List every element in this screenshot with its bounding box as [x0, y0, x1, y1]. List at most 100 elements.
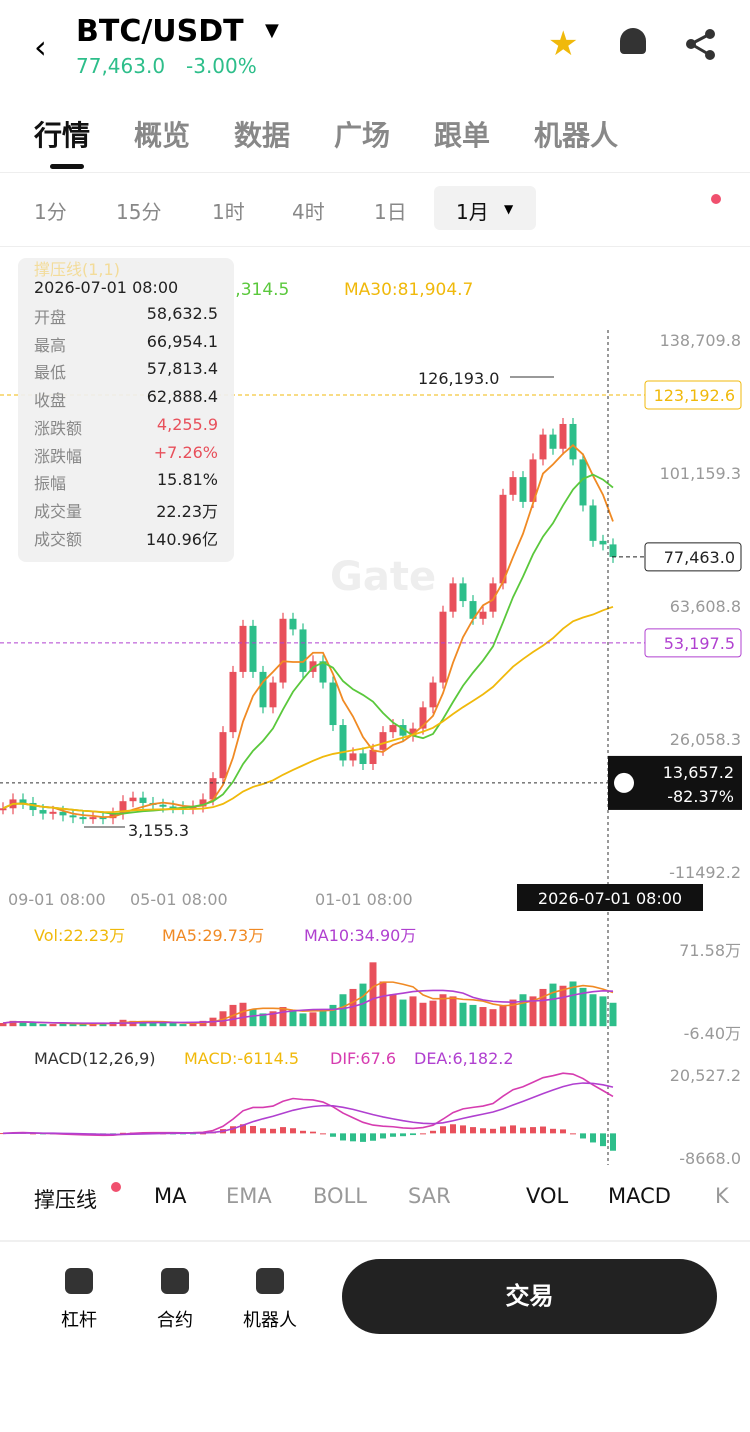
macd-bar: [310, 1131, 316, 1134]
candle: [99, 817, 107, 820]
ma-line: [2, 605, 614, 814]
vol-bar: [419, 1002, 427, 1027]
indicator-tab[interactable]: BOLL: [313, 1184, 367, 1208]
info-value: 66,954.1: [146, 331, 218, 351]
candle: [539, 434, 547, 460]
candle: [129, 797, 137, 802]
vol-bar: [99, 1022, 107, 1027]
vol-bar: [89, 1024, 97, 1027]
candle: [169, 806, 177, 809]
interval[interactable]: 1时: [212, 200, 245, 224]
indicator-tab[interactable]: K: [715, 1184, 729, 1208]
macd-bar: [460, 1125, 466, 1134]
macd-bar: [300, 1130, 306, 1134]
y-tick-label: -8668.0: [679, 1149, 741, 1168]
tab[interactable]: 数据: [234, 119, 291, 152]
info-box: 2026-07-01 08:00 开盘 58,632.5 最高 66,954.1 最低 5…: [18, 258, 234, 562]
favorite[interactable]: ★: [548, 24, 579, 64]
tab[interactable]: 机器人: [534, 119, 619, 152]
vol-legend: MA10:34.90万: [304, 926, 416, 945]
price-tag-label: 123,192.6: [654, 386, 735, 405]
nav-label[interactable]: 合约: [157, 1310, 193, 1331]
vol-bar: [489, 1009, 497, 1027]
vol-legend: Vol:22.23万: [34, 926, 125, 945]
macd-bar: [540, 1126, 546, 1134]
indicator-tab[interactable]: 撑压线: [34, 1188, 97, 1212]
x-tick-label: 05-01 08:00: [130, 890, 228, 909]
candle: [159, 804, 167, 807]
candle: [469, 601, 477, 619]
info-value: 140.96亿: [146, 529, 218, 549]
macd-bar: [200, 1133, 206, 1135]
indicator-tab[interactable]: VOL: [526, 1184, 569, 1208]
nav-icon[interactable]: [161, 1268, 189, 1294]
ma-line: [2, 444, 614, 819]
tab[interactable]: 跟单: [434, 119, 491, 152]
macd-bar: [520, 1127, 526, 1134]
vol-bar: [339, 994, 347, 1027]
vol-bar: [349, 988, 357, 1027]
candle: [519, 477, 527, 502]
back[interactable]: ‹: [34, 28, 47, 66]
tab[interactable]: 广场: [334, 119, 391, 152]
candle: [329, 682, 337, 726]
info-key: 涨跌额: [34, 418, 83, 438]
vol-ma: [2, 989, 614, 1025]
macd-legend: MACD:-6114.5: [184, 1049, 299, 1068]
macd-bar: [400, 1133, 406, 1137]
interval[interactable]: 1日: [374, 200, 407, 224]
info-value: 58,632.5: [146, 304, 218, 323]
y-tick-label: 71.58万: [679, 941, 741, 960]
vol-bar: [509, 999, 517, 1027]
interval[interactable]: 15分: [116, 200, 162, 224]
tab[interactable]: 行情: [34, 119, 91, 152]
vol-bar: [149, 1022, 157, 1027]
candle: [299, 629, 307, 672]
candle: [409, 728, 417, 736]
vol-bar: [469, 1004, 477, 1027]
ma30-legend: MA30:81,904.7: [344, 280, 474, 300]
interval[interactable]: 1月: [456, 200, 489, 224]
price-tag-label: 77,463.0: [664, 548, 735, 567]
macd-bar: [280, 1127, 286, 1134]
macd-bar: [330, 1133, 336, 1137]
candle: [449, 583, 457, 612]
indicator-tab[interactable]: SAR: [408, 1184, 451, 1208]
indicator-tab[interactable]: EMA: [226, 1184, 272, 1208]
macd-bar: [580, 1133, 586, 1139]
vol-bar: [279, 1007, 287, 1027]
nav-icon[interactable]: [256, 1268, 284, 1294]
interval[interactable]: 1分: [34, 200, 67, 224]
low-label: 3,155.3: [128, 821, 189, 840]
candle: [19, 799, 27, 803]
alert[interactable]: [620, 28, 646, 54]
macd-bar: [510, 1125, 516, 1134]
candle: [349, 753, 357, 761]
y-tick-label: -11492.2: [669, 863, 741, 882]
candle: [119, 801, 127, 814]
dropdown[interactable]: ▼: [265, 20, 279, 41]
vol-bar: [169, 1022, 177, 1027]
share[interactable]: [684, 28, 718, 60]
candle: [369, 749, 377, 764]
interval[interactable]: 4时: [292, 200, 325, 224]
vol-bar: [429, 1000, 437, 1027]
price-tag: [644, 628, 742, 658]
nav-icon[interactable]: [65, 1268, 93, 1294]
price-tag: [644, 542, 742, 572]
macd-bar: [600, 1133, 606, 1147]
candle: [489, 583, 497, 612]
tab[interactable]: 概览: [134, 119, 191, 152]
macd-bar: [120, 1132, 126, 1134]
trade-button[interactable]: 交易: [342, 1259, 717, 1334]
macd-bar: [500, 1126, 506, 1134]
caret[interactable]: ▼: [504, 202, 514, 216]
nav-label[interactable]: 机器人: [243, 1310, 297, 1331]
indicator-tab[interactable]: MACD: [608, 1184, 671, 1208]
indicator-tab[interactable]: MA: [154, 1184, 187, 1208]
vol-bar: [379, 981, 387, 1027]
nav-label[interactable]: 杠杆: [61, 1310, 97, 1331]
pair[interactable]: BTC/USDT: [76, 14, 244, 49]
vol-bar: [389, 994, 397, 1027]
high-label: 126,193.0: [418, 369, 499, 388]
